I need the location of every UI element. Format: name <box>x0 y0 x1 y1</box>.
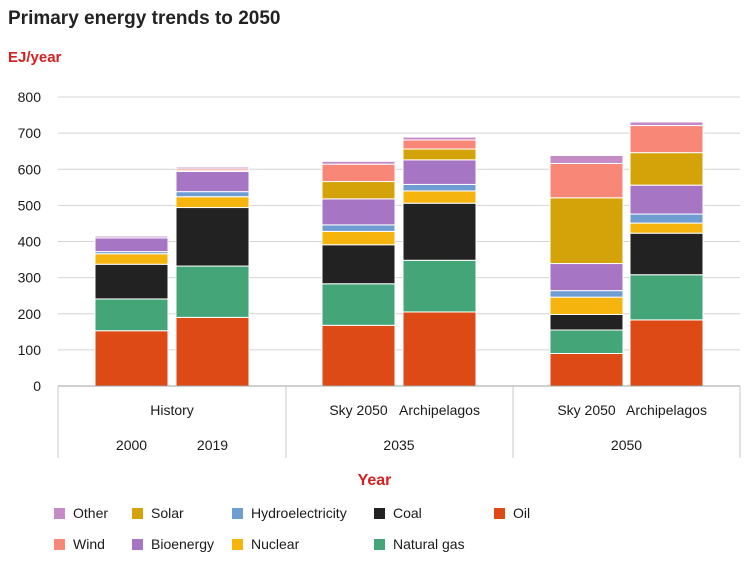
legend-item-coal: Coal <box>374 505 422 521</box>
bar-segment-natural-gas <box>629 274 704 321</box>
bar-segment-oil <box>94 330 169 387</box>
x-year-label: 2050 <box>611 437 642 453</box>
bar-segment-oil <box>321 324 396 387</box>
y-tick-label: 500 <box>18 197 42 213</box>
bar-segment-oil <box>175 316 250 387</box>
x-year-label: 2019 <box>197 437 228 453</box>
x-axis-title: Year <box>357 472 392 489</box>
y-tick-label: 0 <box>33 378 41 394</box>
legend-label-nuclear: Nuclear <box>251 536 300 552</box>
legend-swatch-solar <box>132 507 143 519</box>
y-tick-label: 300 <box>18 270 42 286</box>
bar-segment-hydroelectricity <box>629 213 704 224</box>
bar-segment-natural-gas <box>94 298 169 332</box>
y-tick-label: 800 <box>18 89 42 105</box>
x-scenario-label: Sky 2050 <box>329 402 388 418</box>
legend-label-other: Other <box>73 505 109 521</box>
x-year-label: 2035 <box>383 437 414 453</box>
bar-segment-nuclear <box>402 190 477 204</box>
bar-segment-wind <box>321 163 396 183</box>
bar-segment-other <box>321 160 396 165</box>
legend-swatch-coal <box>374 507 385 519</box>
bar-segment-bioenergy <box>629 184 704 215</box>
bar-segment-bioenergy <box>402 159 477 185</box>
legend-item-wind: Wind <box>54 536 105 552</box>
bar-segment-oil <box>402 311 477 387</box>
bar-segment-coal <box>321 244 396 285</box>
legend-swatch-oil <box>494 507 505 519</box>
legend-item-solar: Solar <box>132 505 184 521</box>
bar-segment-other <box>629 121 704 127</box>
x-scenario-label: Archipelagos <box>626 402 707 418</box>
legend-label-natural-gas: Natural gas <box>393 536 465 552</box>
bar-segment-coal <box>549 313 624 331</box>
bar-segment-hydroelectricity <box>402 183 477 192</box>
bar-segment-other <box>549 155 624 164</box>
legend-swatch-nuclear <box>232 538 243 550</box>
bar-segment-nuclear <box>629 222 704 234</box>
legend-swatch-wind <box>54 538 65 550</box>
bar-segment-wind <box>549 162 624 199</box>
bar-segment-bioenergy <box>175 170 250 193</box>
y-tick-label: 700 <box>18 125 42 141</box>
bar-segment-natural-gas <box>321 283 396 326</box>
legend-label-wind: Wind <box>73 536 105 552</box>
legend-item-bioenergy: Bioenergy <box>132 536 214 552</box>
legend-label-hydroelectricity: Hydroelectricity <box>251 505 347 521</box>
bar-segment-hydroelectricity <box>321 224 396 232</box>
bar-segment-nuclear <box>321 230 396 246</box>
bar-segment-solar <box>402 148 477 161</box>
bar-segment-solar <box>629 152 704 186</box>
bar-segment-bioenergy <box>94 237 169 253</box>
bar-segment-oil <box>549 352 624 387</box>
bar-segment-natural-gas <box>175 265 250 318</box>
legend-swatch-hydroelectricity <box>232 507 243 519</box>
legend-label-coal: Coal <box>393 505 422 521</box>
y-tick-label: 600 <box>18 161 42 177</box>
x-scenario-label: History <box>150 402 194 418</box>
x-year-label: 2000 <box>116 437 147 453</box>
y-tick-label: 400 <box>18 234 42 250</box>
legend-item-other: Other <box>54 505 108 521</box>
x-scenario-label: Sky 2050 <box>557 402 616 418</box>
bar-segment-coal <box>629 232 704 276</box>
bar-segment-other <box>175 166 250 170</box>
stacked-bar-chart: 0 100 200 300 400 500 600 700 800 History Sky 2050… <box>18 89 741 458</box>
y-axis-unit-label: EJ/year <box>8 49 62 66</box>
legend-item-nuclear: Nuclear <box>232 536 299 552</box>
bar-segment-bioenergy <box>549 263 624 292</box>
bar-segment-coal <box>175 207 250 267</box>
bar-segment-bioenergy <box>321 198 396 226</box>
legend-item-hydroelectricity: Hydroelectricity <box>232 505 347 521</box>
legend-item-natural-gas: Natural gas <box>374 536 465 552</box>
legend-label-oil: Oil <box>513 505 531 521</box>
y-tick-label: 200 <box>18 306 42 322</box>
bar-segment-nuclear <box>94 253 169 265</box>
legend-label-solar: Solar <box>151 505 184 521</box>
x-scenario-label: Archipelagos <box>399 402 480 418</box>
legend-swatch-bioenergy <box>132 538 143 550</box>
bar-segment-nuclear <box>549 296 624 315</box>
bar-segment-nuclear <box>175 196 250 209</box>
bar-segment-coal <box>94 263 169 300</box>
bar-segment-oil <box>629 319 704 387</box>
legend-swatch-other <box>54 507 65 519</box>
bar-segment-natural-gas <box>549 329 624 354</box>
legend-swatch-natural-gas <box>374 538 385 550</box>
y-tick-label: 100 <box>18 342 42 358</box>
bar-segment-natural-gas <box>402 259 477 313</box>
bar-segment-hydroelectricity <box>549 290 624 298</box>
bar-segment-wind <box>629 125 704 154</box>
legend-label-bioenergy: Bioenergy <box>151 536 215 552</box>
bar-segment-other <box>402 136 477 141</box>
chart-title: Primary energy trends to 2050 <box>8 8 281 29</box>
bar-segment-wind <box>402 139 477 150</box>
bar-segment-solar <box>549 197 624 265</box>
bar-segment-solar <box>321 181 396 200</box>
bar-segment-other <box>94 235 169 239</box>
bar-segment-hydroelectricity <box>175 191 250 198</box>
legend-item-oil: Oil <box>494 505 530 521</box>
bar-segment-coal <box>402 202 477 261</box>
